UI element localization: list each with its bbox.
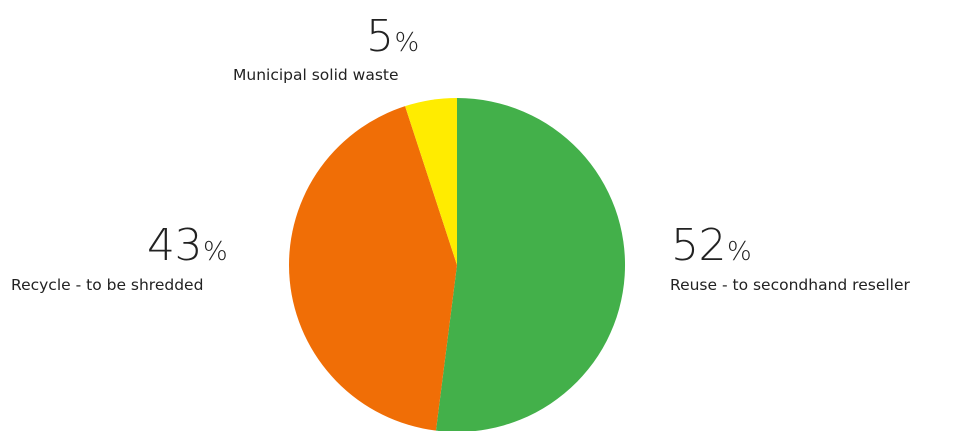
pie-slice-municipal <box>405 97 457 265</box>
pie-slice-reuse <box>435 98 625 431</box>
slice-percent-value-recycle: 43 <box>147 220 203 271</box>
slice-label-recycle: Recycle - to be shredded <box>11 276 204 294</box>
slice-percent-unit-recycle: % <box>203 237 228 267</box>
slice-percent-unit-municipal: % <box>394 28 420 58</box>
slice-percent-unit-reuse: % <box>727 237 752 267</box>
slice-percent-municipal: 5% <box>366 15 419 59</box>
slice-label-municipal: Municipal solid waste <box>233 66 399 84</box>
pie-slice-recycle <box>289 106 457 431</box>
slice-label-reuse: Reuse - to secondhand reseller <box>670 276 910 294</box>
slice-percent-recycle: 43% <box>147 224 228 268</box>
slice-percent-reuse: 52% <box>671 224 752 268</box>
slice-percent-value-reuse: 52 <box>671 220 727 271</box>
slice-percent-value-municipal: 5 <box>366 11 394 62</box>
